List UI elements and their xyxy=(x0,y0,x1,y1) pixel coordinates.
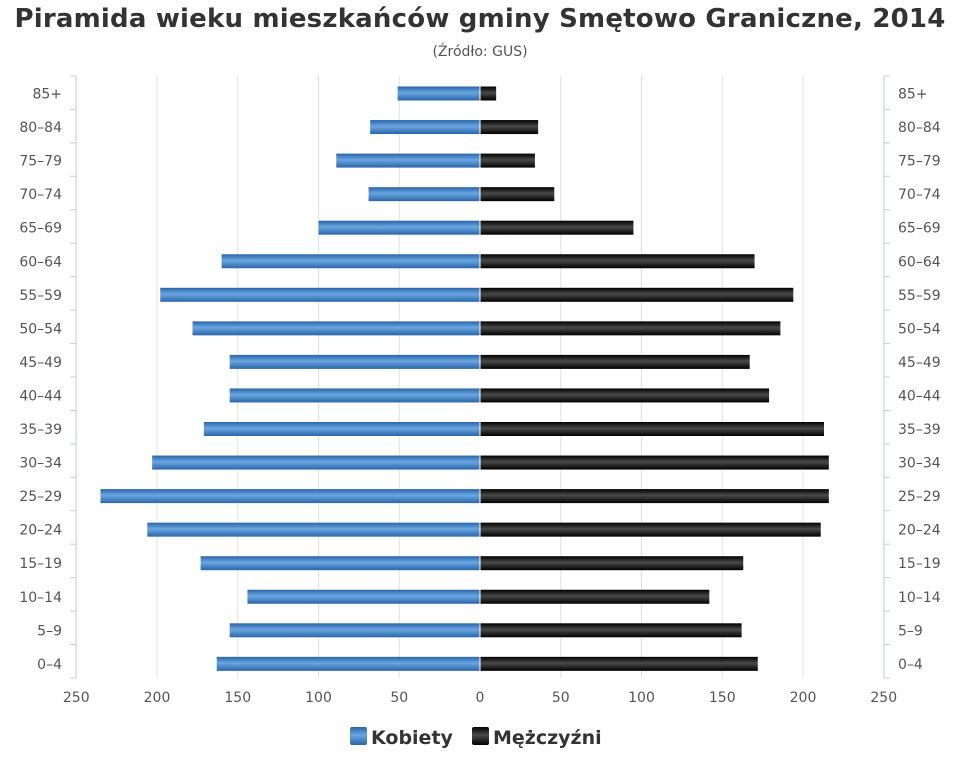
bar-kobiety[interactable] xyxy=(192,321,480,336)
bar-mezczyzni[interactable] xyxy=(480,220,634,235)
legend-item-kobiety[interactable]: Kobiety xyxy=(350,727,454,749)
y-tick-label-right: 30–34 xyxy=(898,456,941,472)
bar-mezczyzni[interactable] xyxy=(480,656,758,671)
bar-kobiety[interactable] xyxy=(370,120,480,135)
y-tick-label-left: 45–49 xyxy=(19,355,62,371)
legend-item-mezczyzni[interactable]: Mężczyźni xyxy=(472,727,602,749)
legend[interactable]: Kobiety Mężczyźni xyxy=(350,727,602,749)
chart-subtitle: (Źródło: GUS) xyxy=(432,44,528,60)
bar-kobiety[interactable] xyxy=(368,187,480,202)
legend-swatch-mezczyzni xyxy=(472,727,489,745)
bar-kobiety[interactable] xyxy=(160,287,481,302)
y-tick-label-left: 80–84 xyxy=(19,120,62,136)
bar-kobiety[interactable] xyxy=(336,153,480,168)
y-tick-label-right: 0–4 xyxy=(898,657,923,673)
y-tick-label-right: 60–64 xyxy=(898,254,941,270)
bar-kobiety[interactable] xyxy=(229,354,480,369)
x-tick-label: 150 xyxy=(224,690,251,706)
y-tick-label-left: 5–9 xyxy=(37,623,62,639)
y-tick-label-right: 80–84 xyxy=(898,120,941,136)
x-tick-label: 200 xyxy=(790,690,817,706)
axes-layer: 250 200 150 100 50 0 50 100 150 200 250 85+ 85+ 80–84… xyxy=(19,75,941,706)
bar-kobiety[interactable] xyxy=(229,388,480,403)
bar-mezczyzni[interactable] xyxy=(480,287,794,302)
bar-mezczyzni[interactable] xyxy=(480,522,821,537)
y-tick-label-right: 15–19 xyxy=(898,556,941,572)
bar-mezczyzni[interactable] xyxy=(480,388,770,403)
bar-kobiety[interactable] xyxy=(152,455,480,470)
bar-kobiety[interactable] xyxy=(247,589,480,604)
legend-label-mezczyzni: Mężczyźni xyxy=(493,727,602,749)
y-tick-label-left: 50–54 xyxy=(19,321,62,337)
y-tick-label-right: 55–59 xyxy=(898,288,941,304)
y-tick-label-left: 75–79 xyxy=(19,154,62,170)
bar-kobiety[interactable] xyxy=(318,220,481,235)
bar-kobiety[interactable] xyxy=(100,489,480,504)
y-tick-label-right: 10–14 xyxy=(898,590,941,606)
y-tick-label-right: 20–24 xyxy=(898,523,941,539)
bar-mezczyzni[interactable] xyxy=(480,354,750,369)
x-tick-label: 150 xyxy=(709,690,736,706)
x-tick-label: 50 xyxy=(552,690,570,706)
bar-kobiety[interactable] xyxy=(229,623,480,638)
y-tick-label-right: 65–69 xyxy=(898,221,941,237)
bar-mezczyzni[interactable] xyxy=(480,321,781,336)
bar-kobiety[interactable] xyxy=(147,522,480,537)
bar-mezczyzni[interactable] xyxy=(480,86,497,101)
bar-mezczyzni[interactable] xyxy=(480,589,710,604)
y-tick-label-left: 10–14 xyxy=(19,590,62,606)
bar-mezczyzni[interactable] xyxy=(480,422,824,436)
y-tick-label-left: 40–44 xyxy=(19,388,62,404)
bar-mezczyzni[interactable] xyxy=(480,556,744,571)
bars-layer xyxy=(100,86,829,671)
bar-mezczyzni[interactable] xyxy=(480,489,829,504)
x-tick-label: 0 xyxy=(476,690,485,706)
bar-mezczyzni[interactable] xyxy=(480,153,535,168)
bar-mezczyzni[interactable] xyxy=(480,455,829,470)
bar-mezczyzni[interactable] xyxy=(480,254,755,269)
y-tick-label-left: 25–29 xyxy=(19,489,62,505)
bar-kobiety[interactable] xyxy=(216,656,480,671)
y-tick-label-left: 55–59 xyxy=(19,288,62,304)
y-tick-label-right: 40–44 xyxy=(898,388,941,404)
y-tick-label-left: 85+ xyxy=(32,87,62,103)
bar-kobiety[interactable] xyxy=(203,422,480,436)
x-tick-label: 100 xyxy=(305,690,332,706)
y-tick-label-right: 50–54 xyxy=(898,321,941,337)
legend-swatch-kobiety xyxy=(350,727,367,745)
y-tick-label-left: 30–34 xyxy=(19,456,62,472)
x-tick-label: 200 xyxy=(144,690,171,706)
y-tick-label-left: 0–4 xyxy=(37,657,62,673)
y-tick-label-right: 25–29 xyxy=(898,489,941,505)
bar-kobiety[interactable] xyxy=(221,254,480,269)
bar-mezczyzni[interactable] xyxy=(480,623,742,638)
y-tick-label-left: 35–39 xyxy=(19,422,62,438)
x-tick-label: 100 xyxy=(628,690,655,706)
y-tick-label-left: 70–74 xyxy=(19,187,62,203)
y-tick-label-left: 15–19 xyxy=(19,556,62,572)
y-tick-label-right: 45–49 xyxy=(898,355,941,371)
y-tick-label-right: 5–9 xyxy=(898,623,923,639)
bar-kobiety[interactable] xyxy=(200,556,481,571)
y-tick-label-right: 35–39 xyxy=(898,422,941,438)
bar-kobiety[interactable] xyxy=(397,86,480,101)
y-tick-label-left: 60–64 xyxy=(19,254,62,270)
bar-mezczyzni[interactable] xyxy=(480,120,539,135)
chart-title: Piramida wieku mieszkańców gminy Smętowo… xyxy=(14,4,946,34)
y-tick-label-right: 70–74 xyxy=(898,187,941,203)
y-tick-label-left: 65–69 xyxy=(19,221,62,237)
legend-label-kobiety: Kobiety xyxy=(371,727,454,749)
x-tick-label: 50 xyxy=(390,690,408,706)
x-tick-label: 250 xyxy=(870,690,897,706)
y-tick-label-right: 85+ xyxy=(898,87,928,103)
bar-mezczyzni[interactable] xyxy=(480,187,555,202)
y-tick-label-left: 20–24 xyxy=(19,523,62,539)
x-tick-label: 250 xyxy=(63,690,90,706)
y-tick-label-right: 75–79 xyxy=(898,154,941,170)
